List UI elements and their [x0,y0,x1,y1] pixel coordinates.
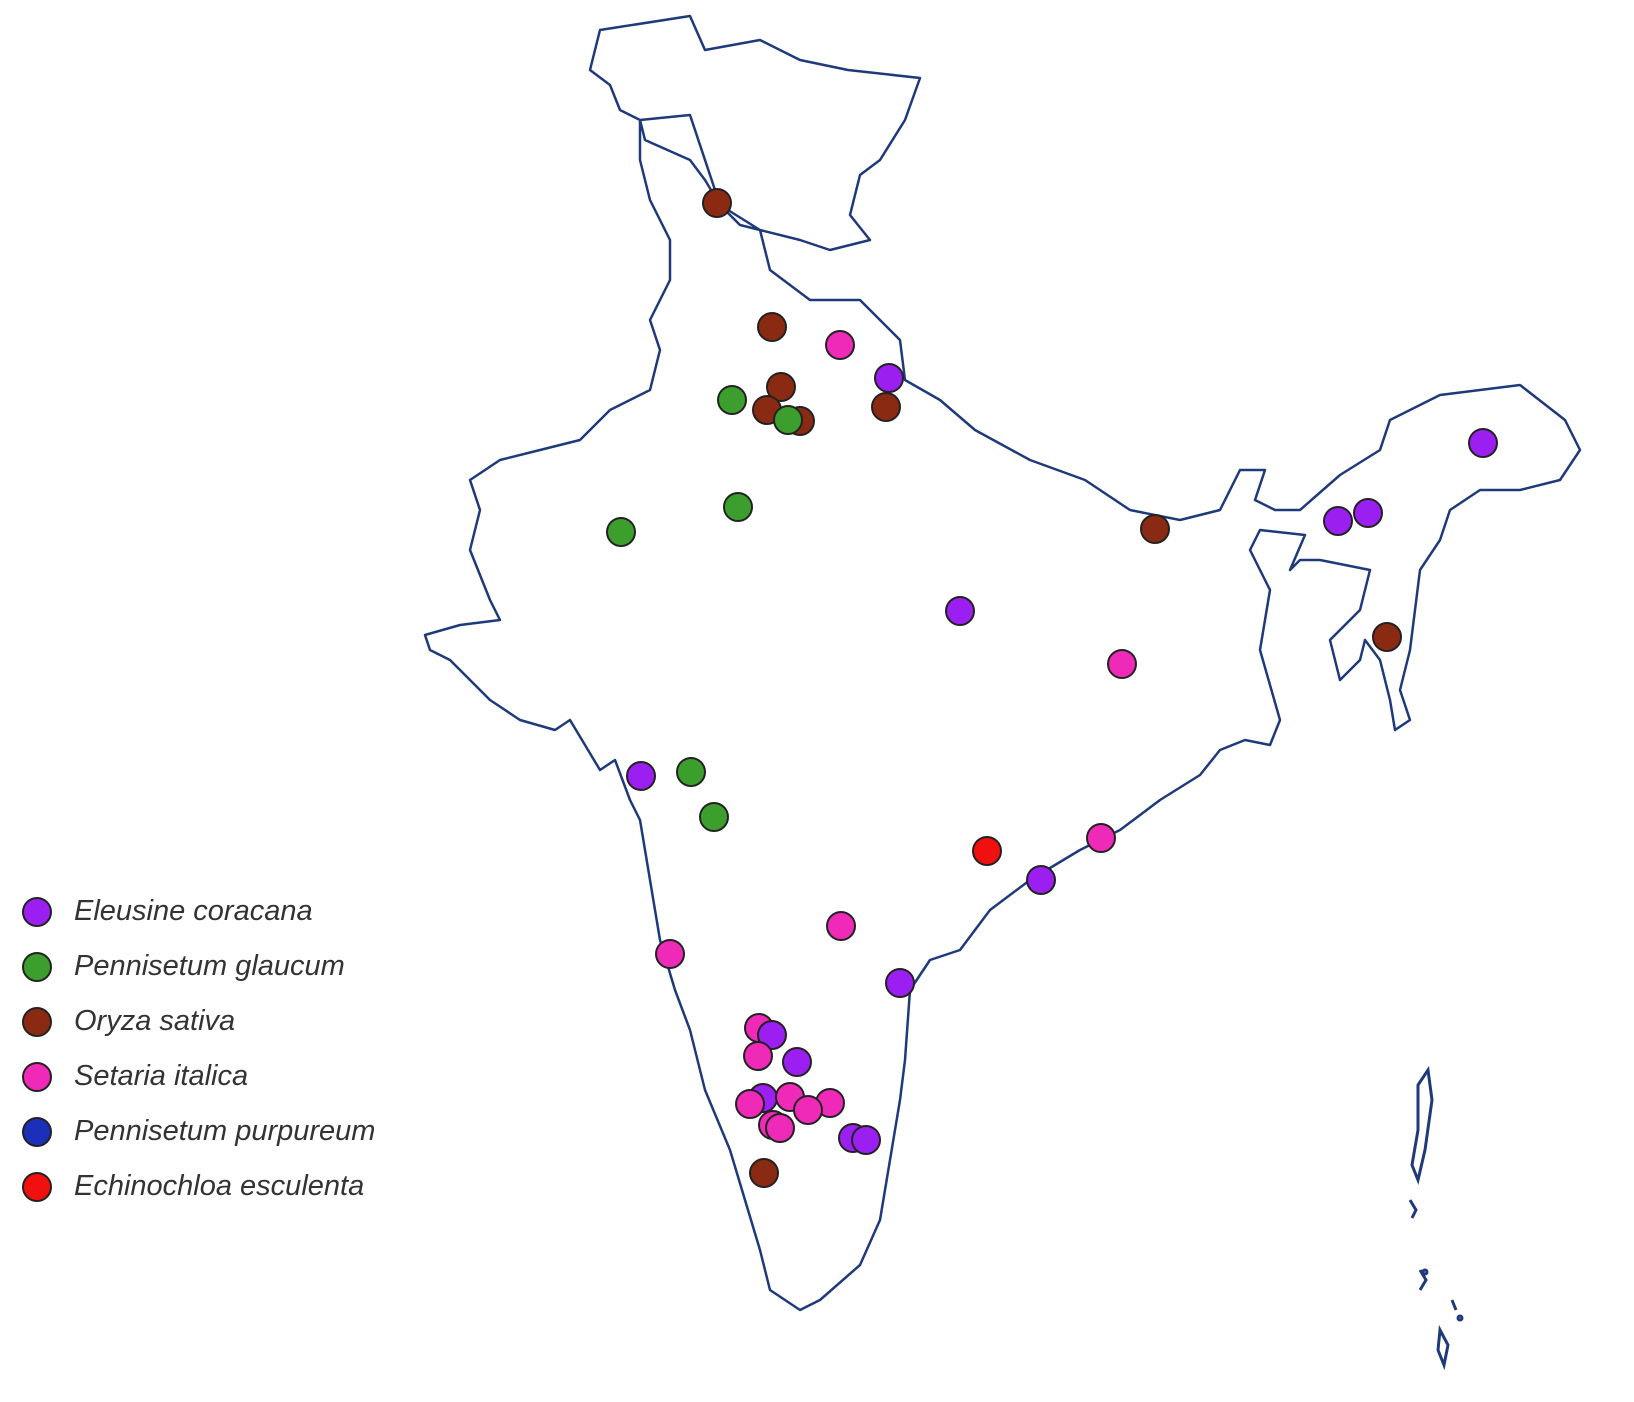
occurrence-marker [606,517,636,547]
legend-label: Pennisetum glaucum [74,950,345,982]
occurrence-marker [871,392,901,422]
occurrence-marker [723,492,753,522]
occurrence-marker [766,372,796,402]
occurrence-marker [851,1125,881,1155]
occurrence-markers [606,188,1498,1188]
occurrence-marker [702,188,732,218]
legend: Eleusine coracana Pennisetum glaucum Ory… [22,884,375,1214]
legend-label: Echinochloa esculenta [74,1170,365,1202]
legend-swatch [22,1061,52,1092]
occurrence-marker [717,385,747,415]
occurrence-marker [1107,649,1137,679]
legend-label: Setaria italica [74,1060,249,1092]
legend-swatch [22,1171,52,1202]
occurrence-marker [1323,506,1353,536]
legend-item-oryza-sativa: Oryza sativa [22,994,375,1049]
legend-item-pennisetum-glaucum: Pennisetum glaucum [22,939,375,994]
occurrence-marker [1372,622,1402,652]
legend-swatch [22,896,52,927]
occurrence-marker [945,596,975,626]
andaman-nicobar-islands [1408,1065,1464,1371]
legend-item-eleusine-coracana: Eleusine coracana [22,884,375,939]
legend-item-setaria-italica: Setaria italica [22,1049,375,1104]
occurrence-marker [1026,865,1056,895]
occurrence-marker [749,1158,779,1188]
legend-item-pennisetum-purpureum: Pennisetum purpureum [22,1104,375,1159]
india-outline [423,14,1582,1312]
occurrence-marker [885,968,915,998]
legend-swatch [22,1006,52,1037]
occurrence-marker [735,1089,765,1119]
occurrence-marker [743,1041,773,1071]
occurrence-marker [1353,498,1383,528]
occurrence-marker [1140,514,1170,544]
legend-swatch [22,1116,52,1147]
occurrence-marker [825,330,855,360]
occurrence-marker [782,1047,812,1077]
occurrence-marker [699,802,729,832]
occurrence-marker [793,1095,823,1125]
occurrence-marker [1086,823,1116,853]
mainland-border [423,14,1582,1312]
occurrence-marker [874,363,904,393]
occurrence-marker [765,1113,795,1143]
legend-label: Eleusine coracana [74,895,313,927]
legend-item-echinochloa-esculenta: Echinochloa esculenta [22,1159,375,1214]
occurrence-marker [757,1020,787,1050]
occurrence-marker [676,757,706,787]
legend-label: Oryza sativa [74,1005,236,1037]
occurrence-marker [773,405,803,435]
occurrence-marker [972,836,1002,866]
occurrence-marker [757,312,787,342]
occurrence-marker [626,761,656,791]
legend-swatch [22,951,52,982]
legend-label: Pennisetum purpureum [74,1115,376,1147]
occurrence-marker [1468,428,1498,458]
occurrence-marker [655,939,685,969]
occurrence-marker [826,911,856,941]
